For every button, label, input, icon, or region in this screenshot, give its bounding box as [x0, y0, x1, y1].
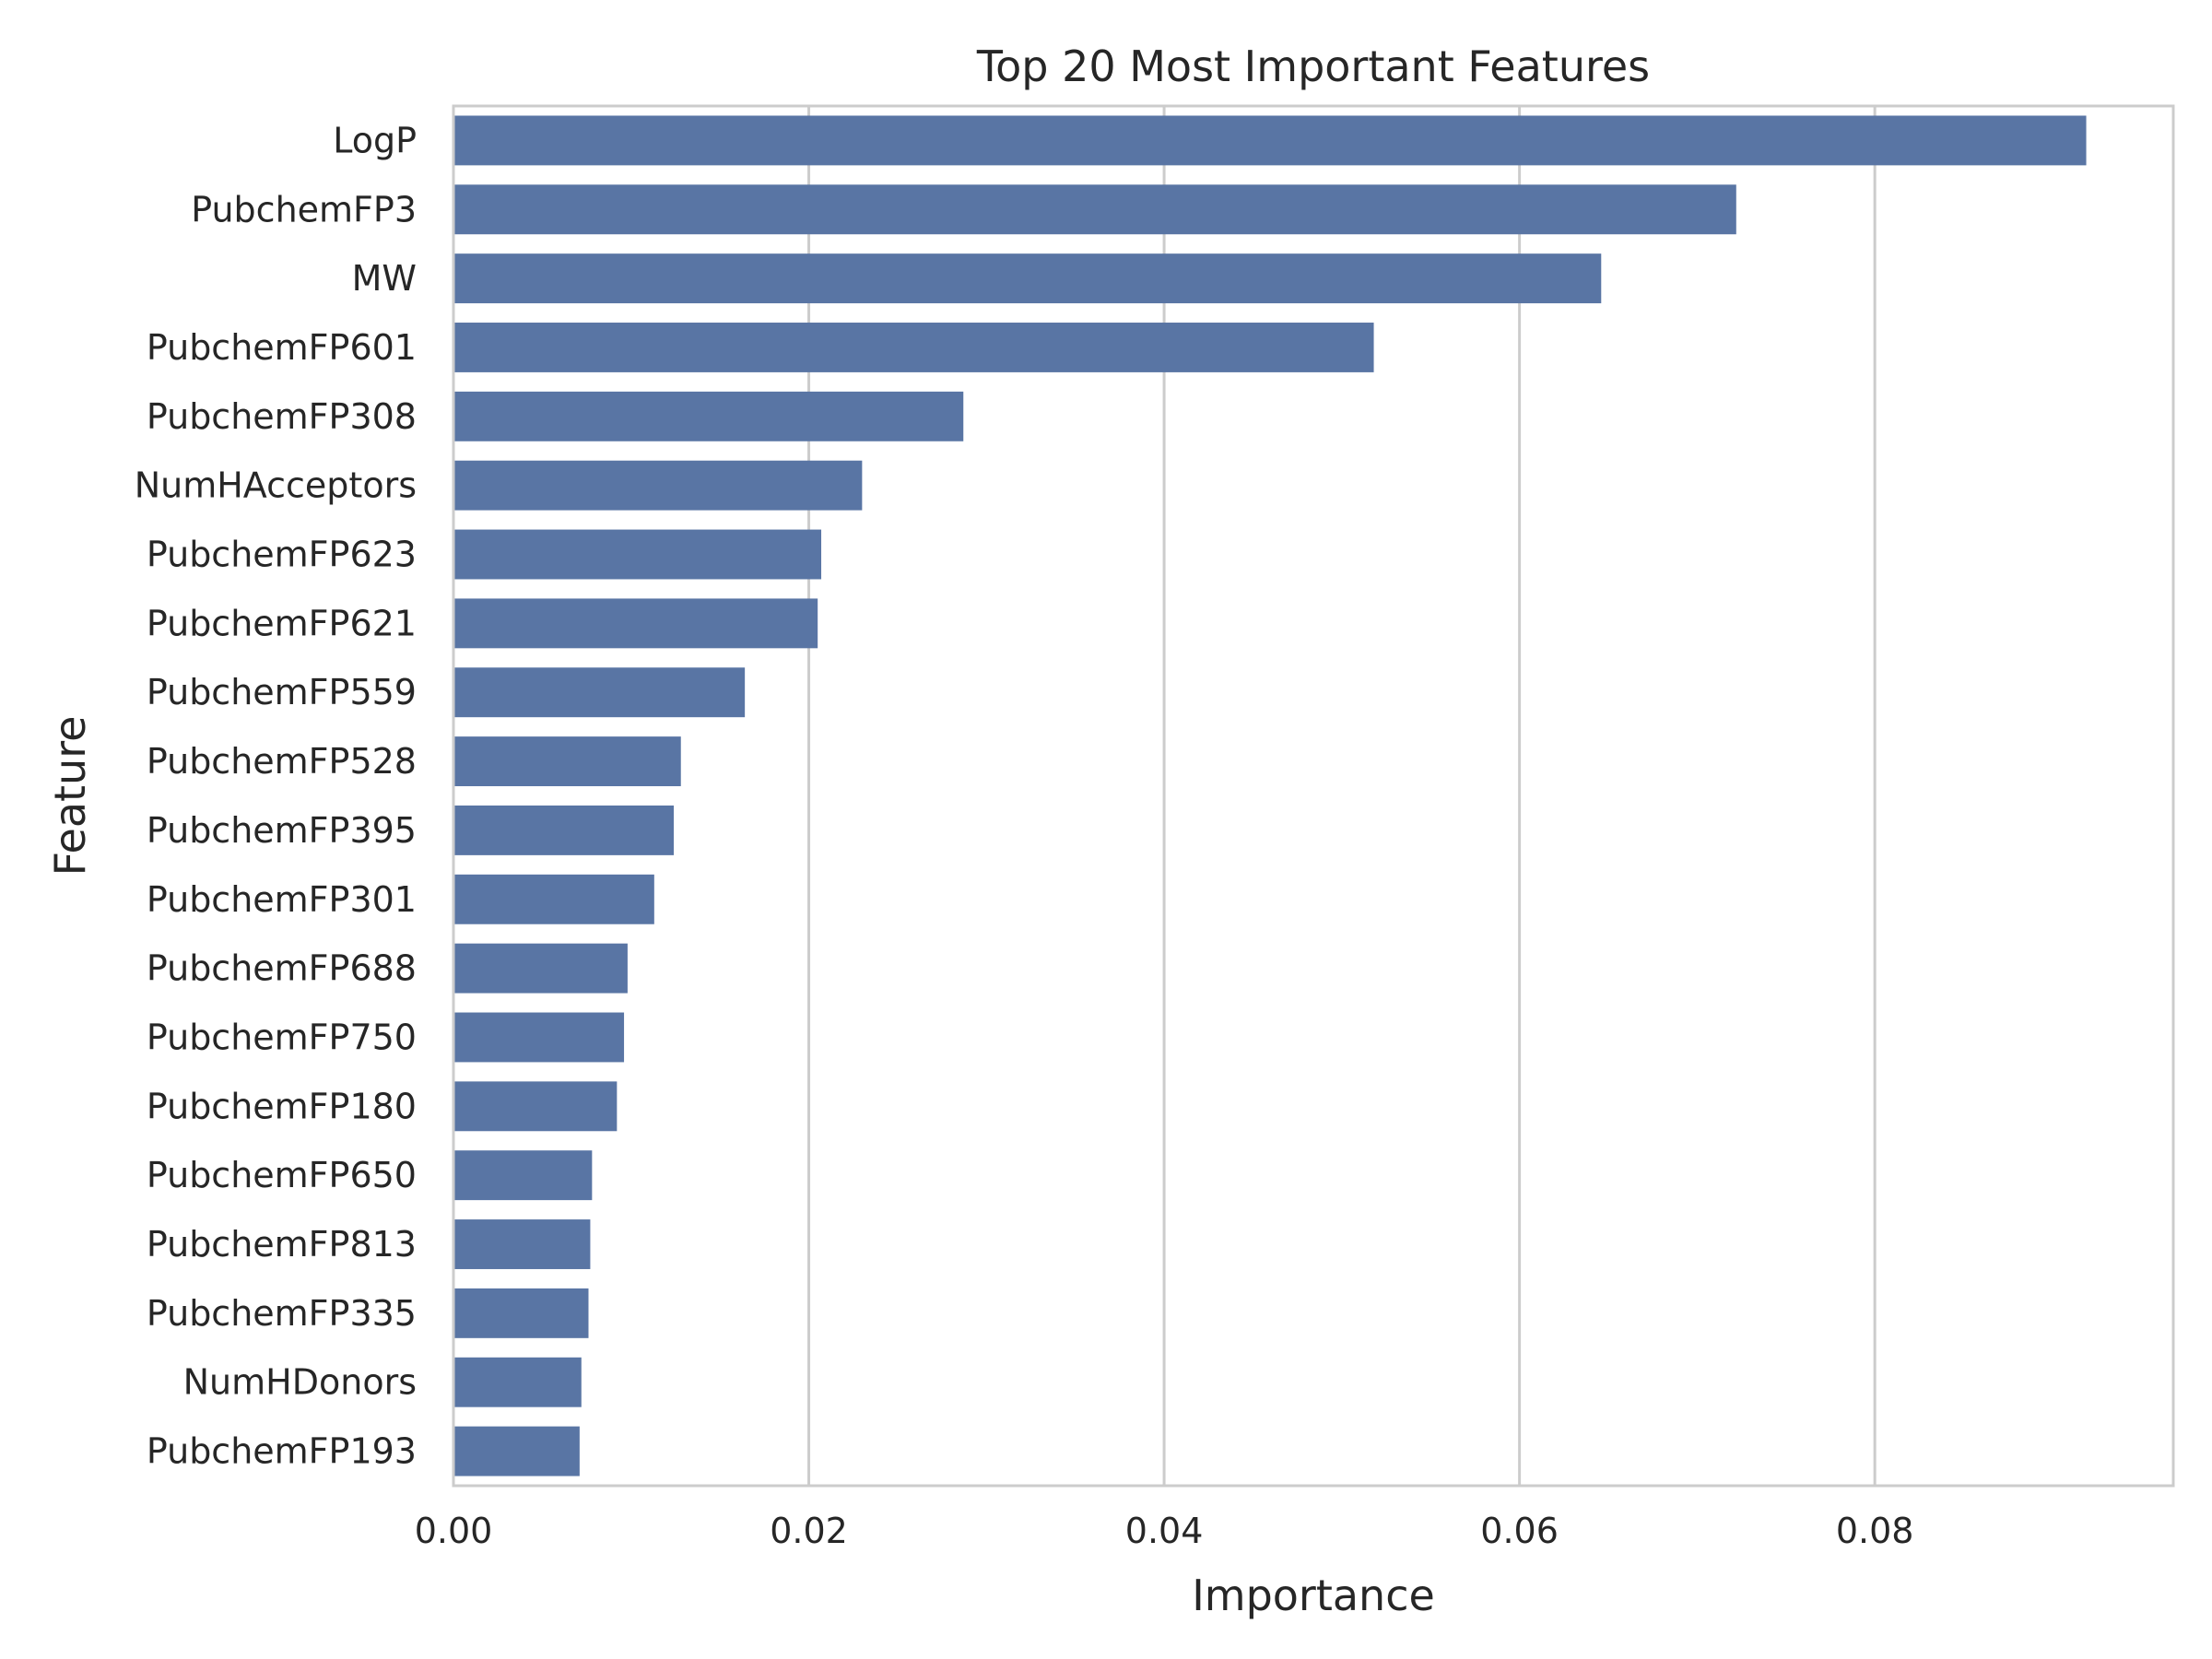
bar — [453, 323, 1374, 372]
y-tick-label: MW — [352, 258, 417, 299]
y-tick-label: PubchemFP623 — [147, 535, 417, 575]
bar — [453, 1426, 580, 1477]
y-tick-label: PubchemFP395 — [147, 810, 417, 851]
plot-frame — [452, 104, 2175, 1488]
y-tick-label: PubchemFP750 — [147, 1017, 417, 1057]
y-tick-label: LogP — [333, 120, 417, 160]
bar — [453, 667, 746, 718]
bar — [453, 460, 863, 511]
bar — [453, 1081, 618, 1132]
bar — [453, 115, 2087, 166]
y-tick-label: PubchemFP813 — [147, 1224, 417, 1265]
bar — [453, 1288, 589, 1338]
x-tick-label: 0.00 — [415, 1511, 493, 1551]
x-tick-label: 0.02 — [770, 1511, 848, 1551]
bar — [453, 253, 1602, 304]
y-tick-label: PubchemFP308 — [147, 396, 417, 437]
y-tick-labels: LogP PubchemFP3 MW PubchemFP601 PubchemFP308… — [135, 120, 417, 1471]
y-tick-label: PubchemFP180 — [147, 1086, 417, 1126]
x-axis-title: Importance — [1192, 1571, 1435, 1620]
y-tick-label: PubchemFP3 — [191, 189, 417, 229]
bar — [453, 874, 654, 924]
y-tick-label: PubchemFP528 — [147, 741, 417, 782]
bar — [453, 1012, 625, 1063]
y-tick-label: PubchemFP193 — [147, 1431, 417, 1472]
bar — [453, 736, 681, 787]
y-tick-label: PubchemFP335 — [147, 1293, 417, 1334]
x-tick-label: 0.06 — [1480, 1511, 1559, 1551]
bars — [453, 115, 2087, 1477]
y-tick-label: PubchemFP559 — [147, 672, 417, 712]
bar — [453, 1150, 593, 1201]
chart-title: Top 20 Most Important Features — [976, 41, 1650, 91]
bar — [453, 1219, 591, 1269]
bar — [453, 943, 628, 994]
bar — [453, 598, 818, 649]
y-tick-label: PubchemFP650 — [147, 1155, 417, 1195]
y-tick-label: NumHAcceptors — [135, 465, 417, 506]
x-tick-label: 0.04 — [1125, 1511, 1204, 1551]
y-axis-title: Feature — [45, 716, 95, 877]
y-tick-label: PubchemFP301 — [147, 879, 417, 920]
bar — [453, 805, 675, 855]
y-tick-label: PubchemFP688 — [147, 948, 417, 989]
y-tick-label: PubchemFP601 — [147, 327, 417, 368]
bar — [453, 391, 964, 441]
bar — [453, 529, 822, 580]
y-tick-label: NumHDonors — [183, 1362, 417, 1403]
x-tick-labels: 0.00 0.02 0.04 0.06 0.08 — [415, 1511, 1914, 1551]
bar — [453, 184, 1736, 235]
x-tick-label: 0.08 — [1836, 1511, 1914, 1551]
y-tick-label: PubchemFP621 — [147, 603, 417, 643]
bar — [453, 1357, 582, 1407]
